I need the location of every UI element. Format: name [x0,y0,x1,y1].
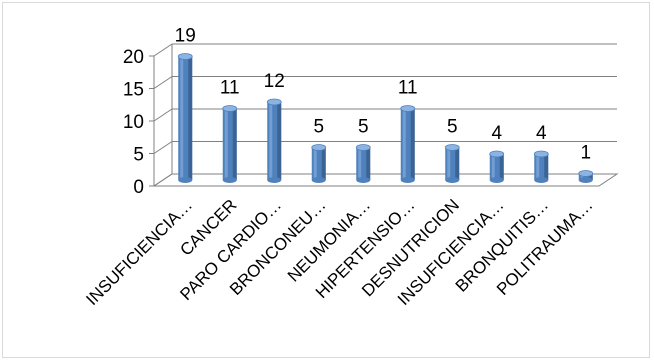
bar-shade [455,147,460,180]
bar-base [534,177,549,183]
bar-10 [578,170,594,183]
bar-base [222,177,237,183]
bar-highlight [358,147,362,180]
bar-9 [533,150,549,183]
bar-base [400,177,415,183]
bar-highlight [580,173,584,180]
bar-base [178,177,193,183]
bar-top [355,144,371,151]
bar-highlight [313,147,317,180]
axes [149,44,619,187]
data-label-9: 4 [536,123,547,144]
bar-shade [277,102,282,180]
bar-7 [444,144,460,183]
bar-base [356,177,371,183]
gridline-side-5 [153,141,173,154]
bar-top [222,105,238,112]
bar-shade [232,108,237,180]
bar-base [267,177,282,183]
bar-highlight [269,102,273,180]
bar-highlight [536,154,540,180]
data-label-5: 5 [358,117,369,138]
data-label-1: 19 [175,26,196,47]
y-tick-label-10: 10 [123,112,144,133]
bar-8 [489,150,505,183]
bar-highlight [491,154,495,180]
bar-base [311,177,326,183]
data-label-10: 1 [580,143,591,164]
bar-shade [499,154,504,180]
y-tick-label-15: 15 [123,80,144,101]
bar-base [489,177,504,183]
bar-base [578,177,593,183]
data-label-6: 11 [398,78,418,99]
bar-highlight [224,108,228,180]
y-tick-label-0: 0 [133,177,144,198]
bar-2 [222,105,238,183]
bar-top [489,150,505,158]
bar-shade [321,147,326,180]
bars [177,53,594,183]
data-label-7: 5 [447,117,458,138]
bar-shade [544,154,549,180]
bar-top [266,98,282,106]
bar-4 [311,144,327,183]
data-label-8: 4 [491,123,502,144]
gridline-side-10 [153,108,173,122]
bar-shade [410,108,415,180]
data-label-2: 11 [220,78,240,99]
bar-top [400,105,416,112]
bar-1 [177,53,193,183]
bar-top [578,170,594,177]
bar-top [444,144,460,151]
bar-shade [366,147,371,180]
bar-top [177,53,193,60]
data-label-4: 5 [313,117,324,138]
bar-top [533,150,549,158]
bar-6 [400,105,416,183]
bar-shade [188,56,193,180]
bar-shade [588,173,593,180]
bar-3 [266,98,282,183]
bar-highlight [447,147,451,180]
bar-5 [355,144,371,183]
bar-top [311,144,327,151]
bar-highlight [402,108,406,180]
bar-highlight [180,56,184,180]
chart-floor [152,173,619,187]
bar-base [445,177,460,183]
gridline-side-15 [153,76,173,89]
y-tick-label-5: 5 [133,145,144,166]
gridline-side-20 [153,43,173,57]
data-label-3: 12 [264,71,285,92]
y-tick-label-20: 20 [123,47,144,68]
